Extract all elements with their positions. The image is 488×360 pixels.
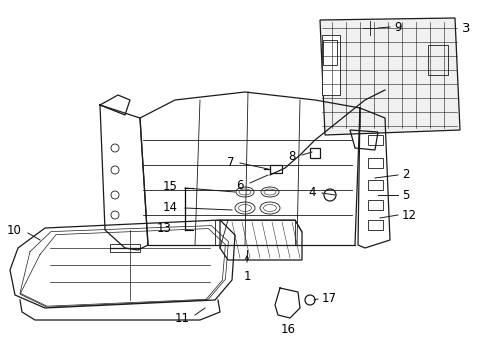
Bar [323, 40, 336, 65]
Bar [269, 165, 282, 173]
Polygon shape [319, 18, 459, 135]
Text: 10: 10 [7, 224, 22, 237]
Text: 13: 13 [157, 221, 172, 234]
Text: 6: 6 [236, 179, 244, 192]
Text: 5: 5 [401, 189, 408, 202]
Bar [110, 244, 140, 252]
Text: 15: 15 [163, 180, 178, 193]
Bar [309, 148, 319, 158]
Bar [367, 200, 382, 210]
Text: 11: 11 [175, 311, 190, 324]
Text: 14: 14 [163, 201, 178, 213]
Text: 7: 7 [226, 156, 234, 168]
Text: 9: 9 [393, 21, 401, 33]
Polygon shape [321, 35, 339, 95]
Bar [427, 45, 447, 75]
Bar [367, 180, 382, 190]
Text: 3: 3 [461, 22, 469, 35]
Text: 8: 8 [288, 149, 295, 162]
Text: 2: 2 [401, 167, 408, 180]
Bar [367, 135, 382, 145]
Text: 17: 17 [321, 292, 336, 306]
Text: 1: 1 [243, 270, 250, 283]
Text: 4: 4 [308, 185, 315, 198]
Text: 16: 16 [280, 323, 295, 336]
Text: 12: 12 [401, 208, 416, 221]
Bar [367, 158, 382, 168]
Bar [367, 220, 382, 230]
